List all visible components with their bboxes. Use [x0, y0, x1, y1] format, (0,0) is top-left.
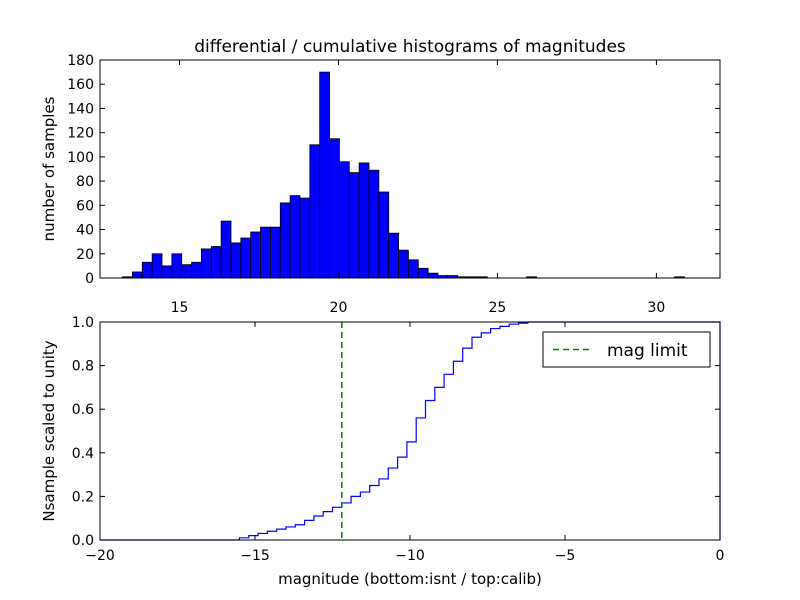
histogram-bar — [348, 172, 360, 279]
histogram-bar — [279, 202, 291, 279]
top-y-tick-label: 60 — [76, 198, 94, 214]
histogram-bar — [191, 261, 202, 279]
bottom-x-tick-label: 0 — [716, 548, 725, 564]
top-y-tick-label: 100 — [67, 150, 94, 166]
histogram-bar — [417, 267, 429, 279]
bottom-y-tick-label: 0.0 — [72, 533, 94, 549]
bottom-y-tick-label: 0.6 — [72, 402, 94, 418]
histogram-bar — [309, 144, 321, 279]
histogram-bar — [319, 71, 330, 279]
bottom-x-tick-label: −20 — [85, 548, 115, 564]
histogram-bar — [299, 197, 311, 279]
top-y-tick-label: 180 — [67, 53, 94, 69]
top-y-tick-label: 140 — [67, 101, 94, 117]
top-x-tick-label: 20 — [330, 300, 348, 316]
bottom-y-tick-label: 0.8 — [72, 359, 94, 375]
legend: mag limit — [542, 331, 711, 368]
top-y-tick-label: 160 — [67, 77, 94, 93]
histogram-bar — [358, 162, 370, 279]
histogram-bar — [398, 249, 409, 279]
bottom-x-tick-label: −5 — [555, 548, 576, 564]
top-x-tick-label: 15 — [171, 300, 189, 316]
bottom-y-axis-label: Nsample scaled to unity — [40, 340, 58, 521]
histogram-bar — [151, 253, 163, 279]
bottom-y-tick-label: 0.4 — [72, 446, 94, 462]
histogram-bar — [132, 271, 143, 279]
top-x-tick-label: 30 — [647, 300, 665, 316]
histogram-bar — [427, 272, 439, 279]
top-x-tick-label: 25 — [489, 300, 507, 316]
histogram-bar — [339, 161, 350, 279]
chart-title: differential / cumulative histograms of … — [194, 37, 626, 57]
top-y-tick-label: 0 — [85, 271, 94, 287]
histogram-bar — [201, 248, 212, 279]
histogram-bar — [250, 231, 261, 279]
bottom-y-tick-label: 0.2 — [72, 489, 94, 505]
cumulative-subplot: Nsample scaled to unity magnitude (botto… — [40, 315, 724, 588]
histogram-bar — [161, 265, 173, 279]
histogram-subplot: differential / cumulative histograms of … — [40, 37, 721, 316]
histogram-bar — [329, 138, 340, 279]
top-axis-ticks: 0 20 40 60 80 100 120 140 160 180 15 20 25 30 — [67, 53, 720, 316]
top-y-tick-label: 80 — [76, 174, 94, 190]
bottom-x-tick-label: −15 — [240, 548, 270, 564]
histogram-bars — [122, 71, 685, 279]
histogram-bar — [378, 191, 390, 279]
histogram-bar — [289, 195, 301, 279]
top-y-tick-label: 20 — [76, 247, 94, 263]
histogram-bar — [240, 237, 252, 279]
top-plot-frame — [99, 59, 721, 279]
legend-label: mag limit — [607, 341, 688, 361]
histogram-bar — [230, 242, 242, 279]
bottom-plot-frame — [99, 321, 721, 541]
bottom-x-tick-label: −10 — [395, 548, 425, 564]
histogram-bar — [220, 220, 232, 279]
bottom-y-tick-label: 1.0 — [72, 315, 94, 331]
histogram-bar — [181, 264, 192, 279]
legend-box — [542, 331, 711, 368]
histogram-bar — [210, 246, 222, 279]
histogram-bar — [260, 226, 271, 279]
histogram-bar — [141, 261, 153, 279]
histogram-bar — [270, 226, 281, 279]
histogram-bar — [368, 169, 380, 279]
histogram-bar — [388, 232, 399, 279]
cumulative-step-line — [100, 321, 721, 541]
histogram-bar — [171, 253, 183, 279]
top-y-axis-label: number of samples — [40, 96, 58, 241]
histogram-bar — [408, 259, 419, 279]
x-axis-label: magnitude (bottom:isnt / top:calib) — [278, 570, 542, 588]
top-y-tick-label: 120 — [67, 126, 94, 142]
top-y-tick-label: 40 — [76, 223, 94, 239]
bottom-axis-ticks: 0.0 0.2 0.4 0.6 0.8 1.0 −20 −15 −10 −5 0 — [72, 315, 725, 564]
